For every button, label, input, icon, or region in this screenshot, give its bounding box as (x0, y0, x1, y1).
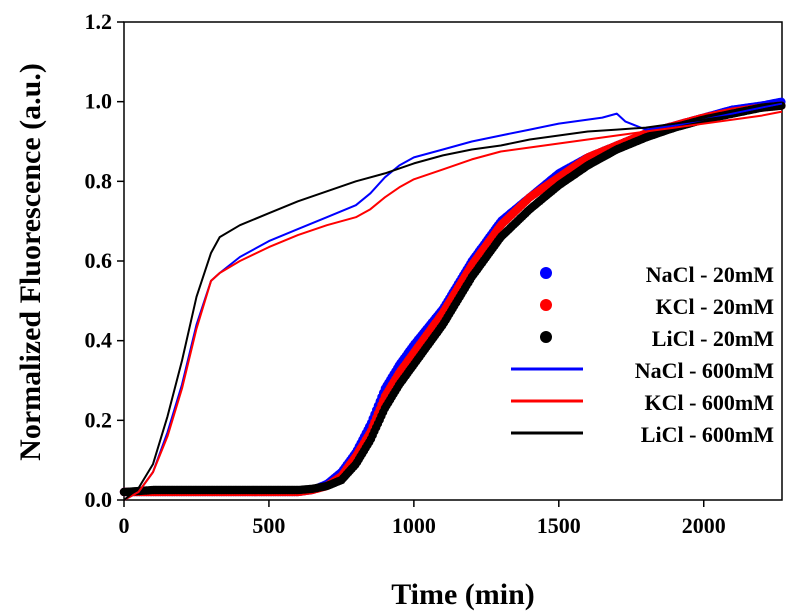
y-axis-title: Normalized Fluorescence (a.u.) (14, 63, 47, 461)
x-tick-label: 1000 (392, 513, 436, 538)
series-licl-600mm (123, 104, 783, 501)
y-tick-label: 1.0 (85, 89, 113, 114)
legend-label: NaCl - 20mM (646, 262, 775, 287)
x-axis-title: Time (min) (391, 578, 535, 611)
series-line (123, 110, 783, 501)
y-tick-label: 0.8 (85, 168, 113, 193)
legend-marker (540, 299, 552, 311)
y-tick-label: 0.2 (85, 407, 113, 432)
legend-label: KCl - 20mM (655, 294, 774, 319)
y-tick-label: 0.4 (85, 328, 113, 353)
legend: NaCl - 20mM KCl - 20mM LiCl - 20mM NaCl - 6… (511, 262, 774, 447)
x-tick-label: 2000 (682, 513, 726, 538)
legend-label: NaCl - 600mM (635, 358, 775, 383)
y-tick-label: 1.2 (85, 9, 113, 34)
legend-label: LiCl - 600mM (641, 422, 774, 447)
y-tick-label: 0.0 (85, 487, 113, 512)
legend-label: LiCl - 20mM (652, 326, 774, 351)
y-tick-label: 0.6 (85, 248, 113, 273)
series-kcl-600mm (123, 110, 783, 501)
x-tick-label: 0 (119, 513, 130, 538)
series-line (123, 104, 783, 501)
axis-layer: 0.0 0.2 0.4 0.6 0.8 1.0 1.2 0 500 1000 1500 2000 (85, 9, 726, 538)
x-tick-label: 500 (252, 513, 285, 538)
x-tick-label: 1500 (537, 513, 581, 538)
series-layer (119, 97, 786, 501)
legend-marker (540, 331, 552, 343)
legend-label: KCl - 600mM (644, 390, 774, 415)
legend-marker (540, 267, 552, 279)
